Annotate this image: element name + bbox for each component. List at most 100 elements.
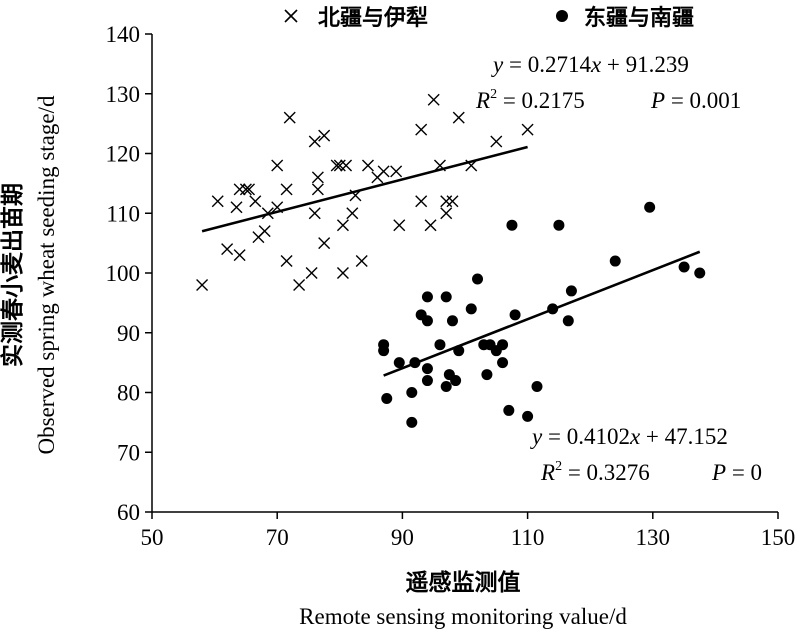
annotation-1-p: P = 0.001: [650, 88, 741, 113]
data-point-x-marker: [355, 255, 368, 268]
data-point-circle-marker: [565, 285, 577, 297]
annotation-1-eq-y: y: [491, 52, 504, 77]
data-point-circle-marker: [609, 255, 621, 267]
annotation-1-r2-label: R: [475, 88, 490, 113]
data-point-x-marker: [440, 195, 453, 208]
data-point-circle-marker: [421, 315, 433, 327]
data-point-x-marker: [452, 111, 465, 124]
annotation-2-r2-sup: 2: [555, 459, 562, 474]
x-marker-stroke: [424, 219, 437, 232]
annotation-2-eq-y: y: [530, 424, 543, 449]
data-point-x-marker: [243, 183, 256, 196]
data-point-x-marker: [318, 237, 331, 250]
data-point-x-marker: [233, 183, 246, 196]
x-marker-stroke: [333, 159, 346, 172]
data-point-x-marker: [521, 123, 534, 136]
data-point-x-marker: [330, 159, 343, 172]
x-marker-stroke: [280, 183, 293, 196]
y-tick-label: 110: [106, 201, 140, 226]
data-point-circle-marker: [506, 219, 518, 231]
data-point-x-marker: [336, 219, 349, 232]
data-point-circle-marker: [522, 410, 534, 422]
data-point-circle-marker: [406, 416, 418, 428]
legend-marker-circle-icon: [556, 10, 568, 22]
data-point-circle-marker: [694, 267, 706, 279]
fit-line-series-1: [201, 145, 528, 233]
y-tick-label: 70: [117, 440, 140, 465]
data-point-circle-marker: [440, 381, 452, 393]
data-point-x-marker: [415, 123, 428, 136]
data-point-x-marker: [415, 195, 428, 208]
x-marker-stroke: [233, 249, 246, 262]
x-marker-stroke: [440, 207, 453, 220]
data-point-circle-marker: [453, 345, 465, 357]
x-marker-stroke: [427, 93, 440, 106]
data-point-circle-marker: [644, 201, 656, 213]
data-point-circle-marker: [562, 315, 574, 327]
fit-line-series-2: [383, 250, 701, 377]
x-marker-stroke: [261, 207, 274, 220]
x-marker-stroke: [393, 219, 406, 232]
x-tick-label: 110: [511, 525, 545, 550]
annotation-2-eq-x: x: [629, 424, 641, 449]
annotation-1-eq-slope: = 0.2714: [503, 52, 591, 77]
x-marker-stroke: [490, 135, 503, 148]
data-point-x-marker: [308, 135, 321, 148]
x-marker-stroke: [377, 165, 390, 178]
data-point-x-marker: [446, 195, 459, 208]
data-point-circle-marker: [481, 369, 493, 381]
tick-labels: 50 70 90 110 130 150 60 70 80 90 100 110 120 130 140: [106, 22, 796, 550]
x-marker-stroke: [318, 237, 331, 250]
data-point-circle-marker: [446, 315, 458, 327]
x-marker-stroke: [243, 183, 256, 196]
data-point-x-marker: [305, 267, 318, 279]
x-marker-stroke: [239, 183, 252, 196]
data-point-circle-marker: [381, 392, 393, 404]
annotation-1-p-label: P: [650, 88, 665, 113]
x-marker-stroke: [283, 111, 296, 124]
data-point-x-marker: [211, 195, 224, 208]
x-axis-title-cn: 遥感监测值: [406, 569, 521, 596]
data-points: [196, 93, 706, 428]
x-marker-stroke: [318, 129, 331, 142]
x-marker-stroke: [336, 219, 349, 232]
data-point-circle-marker: [421, 291, 433, 303]
data-point-x-marker: [361, 159, 374, 172]
x-axis-title-en: Remote sensing monitoring value/d: [299, 604, 627, 629]
x-marker-stroke: [433, 159, 446, 172]
x-marker-stroke: [308, 135, 321, 148]
annotation-2-eq-intercept: + 47.152: [640, 424, 728, 449]
legend-marker-x-icon: [284, 9, 298, 23]
data-point-x-marker: [196, 278, 209, 291]
x-marker-stroke: [211, 195, 224, 208]
data-point-x-marker: [239, 183, 252, 196]
y-tick-label: 130: [106, 82, 141, 107]
annotation-1-r2-sup: 2: [490, 87, 497, 102]
x-marker-stroke: [271, 201, 284, 214]
data-point-x-marker: [377, 165, 390, 178]
axes: [145, 33, 779, 519]
data-point-circle-marker: [509, 309, 521, 321]
data-point-x-marker: [280, 183, 293, 196]
y-axis-title-cn: 实测春小麦出苗期: [0, 183, 26, 367]
y-tick-label: 100: [106, 261, 141, 286]
data-point-circle-marker: [440, 291, 452, 303]
data-point-x-marker: [433, 159, 446, 172]
data-point-x-marker: [308, 207, 321, 220]
annotation-1-eq-intercept: + 91.239: [601, 52, 689, 77]
x-marker-stroke: [271, 159, 284, 172]
x-tick-label: 150: [761, 525, 796, 550]
data-point-x-marker: [490, 135, 503, 148]
data-point-circle-marker: [409, 357, 421, 369]
annotation-1-eq-x: x: [590, 52, 602, 77]
x-marker-stroke: [311, 183, 324, 196]
x-marker-stroke: [355, 255, 368, 268]
x-tick-label: 90: [391, 525, 414, 550]
annotation-2-p-label: P: [711, 460, 726, 485]
data-point-x-marker: [293, 278, 306, 291]
data-point-x-marker: [233, 249, 246, 262]
x-marker-stroke: [390, 165, 403, 178]
data-point-circle-marker: [497, 339, 509, 351]
data-point-x-marker: [340, 159, 353, 172]
annotation-1-p-value: = 0.001: [665, 88, 741, 113]
